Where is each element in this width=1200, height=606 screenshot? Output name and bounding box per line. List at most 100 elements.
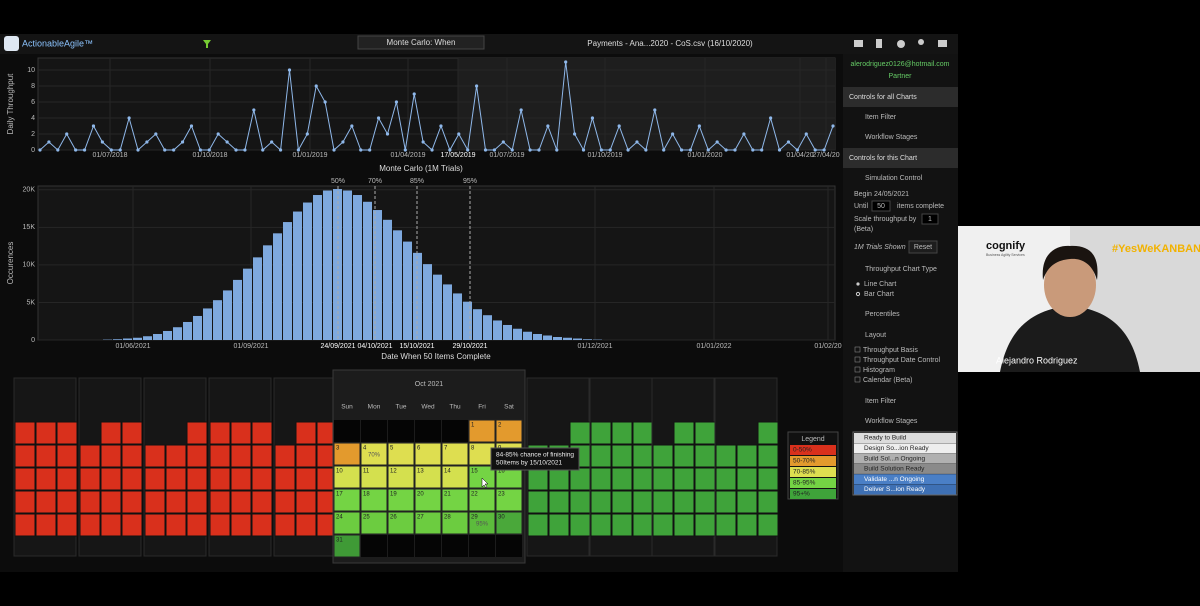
day-cell[interactable] xyxy=(186,444,208,468)
day-cell[interactable] xyxy=(35,444,57,468)
day-cell[interactable] xyxy=(694,421,716,445)
section-title[interactable]: Controls for this Chart xyxy=(849,155,917,162)
day-cell[interactable] xyxy=(757,490,779,514)
option[interactable]: Bar Chart xyxy=(864,291,894,298)
day-cell[interactable] xyxy=(611,467,633,491)
day-cell[interactable] xyxy=(632,490,654,514)
day-cell[interactable] xyxy=(333,465,361,489)
day-cell[interactable] xyxy=(694,513,716,537)
day-cell[interactable] xyxy=(652,444,674,468)
day-cell[interactable] xyxy=(144,444,166,468)
day-cell[interactable] xyxy=(495,488,523,512)
day-cell[interactable] xyxy=(333,442,361,466)
day-cell[interactable] xyxy=(121,467,143,491)
day-cell[interactable] xyxy=(590,421,612,445)
day-cell[interactable] xyxy=(757,467,779,491)
day-cell[interactable] xyxy=(387,465,415,489)
day-cell[interactable] xyxy=(673,444,695,468)
day-cell[interactable] xyxy=(632,444,654,468)
day-cell[interactable] xyxy=(715,513,737,537)
day-cell[interactable] xyxy=(144,513,166,537)
day-cell[interactable] xyxy=(144,490,166,514)
day-cell[interactable] xyxy=(35,490,57,514)
day-cell[interactable] xyxy=(100,421,122,445)
day-cell[interactable] xyxy=(295,421,317,445)
day-cell[interactable] xyxy=(360,488,388,512)
day-cell[interactable] xyxy=(495,511,523,535)
day-cell[interactable] xyxy=(569,467,591,491)
day-cell[interactable] xyxy=(673,513,695,537)
day-cell[interactable] xyxy=(495,419,523,443)
day-cell[interactable] xyxy=(251,513,273,537)
day-cell[interactable] xyxy=(569,513,591,537)
day-cell[interactable] xyxy=(694,467,716,491)
stage-label[interactable]: Ready to Build xyxy=(864,435,907,442)
day-cell[interactable] xyxy=(121,444,143,468)
day-cell[interactable] xyxy=(673,490,695,514)
day-cell[interactable] xyxy=(209,467,231,491)
day-cell[interactable] xyxy=(387,488,415,512)
day-cell[interactable] xyxy=(611,490,633,514)
day-cell[interactable] xyxy=(79,513,101,537)
day-cell[interactable] xyxy=(611,513,633,537)
view-select-label[interactable]: Monte Carlo: When xyxy=(387,38,456,47)
checkbox[interactable] xyxy=(854,366,861,373)
stage-row[interactable] xyxy=(854,474,956,485)
menu-item[interactable]: Percentiles xyxy=(865,311,900,318)
checkbox-label[interactable]: Throughput Date Control xyxy=(863,357,940,364)
day-cell[interactable] xyxy=(360,511,388,535)
settings-icon[interactable] xyxy=(897,40,905,48)
day-cell[interactable] xyxy=(611,444,633,468)
day-cell[interactable] xyxy=(468,511,496,535)
input[interactable] xyxy=(921,213,939,225)
day-cell[interactable] xyxy=(548,467,570,491)
day-cell[interactable] xyxy=(100,467,122,491)
day-cell[interactable] xyxy=(209,490,231,514)
day-cell[interactable] xyxy=(121,490,143,514)
day-cell[interactable] xyxy=(274,513,296,537)
stage-label[interactable]: Deliver S...ion Ready xyxy=(864,486,926,493)
day-cell[interactable] xyxy=(165,490,187,514)
day-cell[interactable] xyxy=(441,511,469,535)
day-cell[interactable] xyxy=(79,444,101,468)
day-cell[interactable] xyxy=(121,513,143,537)
day-cell[interactable] xyxy=(414,511,442,535)
stage-row[interactable] xyxy=(854,484,956,495)
day-cell[interactable] xyxy=(56,444,78,468)
day-cell[interactable] xyxy=(757,513,779,537)
stage-label[interactable]: Validate ...n Ongoing xyxy=(864,476,925,483)
menu-item[interactable]: Item Filter xyxy=(865,398,897,405)
day-cell[interactable] xyxy=(295,490,317,514)
day-cell[interactable] xyxy=(468,488,496,512)
day-cell[interactable] xyxy=(527,490,549,514)
day-cell[interactable] xyxy=(414,465,442,489)
day-cell[interactable] xyxy=(715,467,737,491)
day-cell[interactable] xyxy=(100,444,122,468)
day-cell[interactable] xyxy=(186,421,208,445)
day-cell[interactable] xyxy=(527,467,549,491)
day-cell[interactable] xyxy=(548,513,570,537)
day-cell[interactable] xyxy=(165,513,187,537)
day-cell[interactable] xyxy=(757,444,779,468)
day-cell[interactable] xyxy=(652,513,674,537)
day-cell[interactable] xyxy=(209,444,231,468)
day-cell[interactable] xyxy=(230,467,252,491)
day-cell[interactable] xyxy=(186,513,208,537)
day-cell[interactable] xyxy=(694,444,716,468)
day-cell[interactable] xyxy=(35,467,57,491)
date-range-selection[interactable] xyxy=(458,58,835,150)
day-cell[interactable] xyxy=(165,444,187,468)
day-cell[interactable] xyxy=(274,490,296,514)
day-cell[interactable] xyxy=(56,490,78,514)
menu-item[interactable]: Throughput Chart Type xyxy=(865,266,937,273)
radio[interactable] xyxy=(855,291,861,297)
section-header[interactable] xyxy=(843,148,958,168)
radio[interactable] xyxy=(856,282,860,286)
day-cell[interactable] xyxy=(209,421,231,445)
day-cell[interactable] xyxy=(387,511,415,535)
day-cell[interactable] xyxy=(652,490,674,514)
day-cell[interactable] xyxy=(251,467,273,491)
day-cell[interactable] xyxy=(387,442,415,466)
day-cell[interactable] xyxy=(333,511,361,535)
day-cell[interactable] xyxy=(251,444,273,468)
